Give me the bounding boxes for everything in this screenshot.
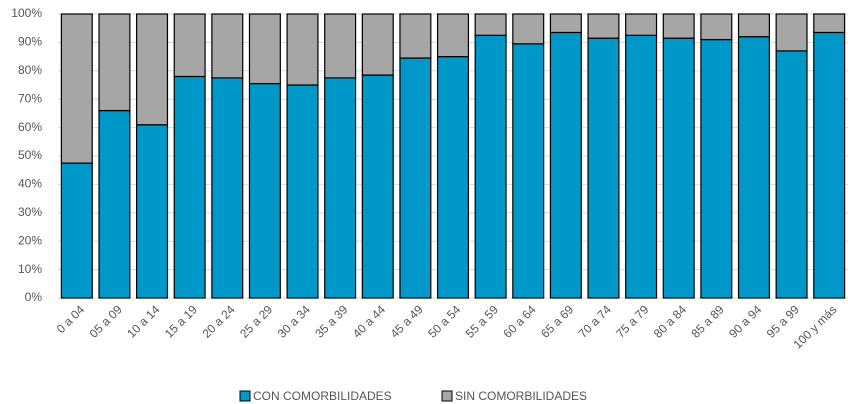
bar-segment [662, 13, 695, 39]
bar-segment [98, 13, 131, 112]
bar-segment [436, 13, 470, 58]
bar-segment [625, 13, 658, 36]
y-tick-label: 20% [18, 233, 42, 247]
bar-segment [399, 57, 432, 299]
bar-segment [813, 31, 846, 299]
bar-segment [324, 77, 357, 299]
x-tick-label: 90 a 94 [726, 302, 764, 340]
legend-label: SIN COMORBILIDADES [455, 389, 587, 403]
bar-segment [361, 13, 394, 76]
legend-label: CON COMORBILIDADES [253, 389, 392, 403]
bar-segment [587, 13, 620, 39]
bar-segment [98, 109, 131, 299]
x-tick-label: 10 a 14 [124, 302, 162, 340]
bar-segment [625, 34, 658, 299]
bar-segment [248, 82, 281, 299]
x-tick-label: 75 a 79 [613, 302, 651, 340]
x-tick-label: 0 a 04 [54, 302, 88, 336]
bar-segment [813, 13, 846, 34]
x-tick-label: 15 a 19 [162, 302, 200, 340]
x-tick-label: 50 a 54 [425, 302, 463, 340]
y-tick-label: 30% [18, 205, 42, 219]
x-tick-label: 25 a 29 [237, 302, 275, 340]
y-tick-label: 0% [25, 290, 43, 304]
y-tick-label: 100% [11, 6, 42, 20]
bar-segment [173, 13, 206, 78]
x-tick-label: 30 a 34 [275, 302, 313, 340]
x-tick-label: 60 a 64 [500, 302, 538, 340]
x-tick-label: 20 a 24 [199, 302, 237, 340]
bar-segment [211, 77, 244, 299]
bar-segment [286, 13, 319, 86]
bar-segment [775, 13, 808, 52]
bar-segment [60, 13, 93, 164]
legend-swatch [239, 390, 251, 402]
bar-segment [60, 162, 93, 299]
bar-segment [737, 13, 770, 38]
bar-segment [173, 75, 206, 299]
x-tick-label: 70 a 74 [576, 302, 614, 340]
bar-segment [136, 124, 169, 299]
bar-segment [286, 84, 319, 299]
bar-segment [549, 31, 582, 299]
y-tick-label: 50% [18, 148, 42, 162]
x-tick-label: 80 a 84 [651, 302, 689, 340]
y-tick-label: 60% [18, 120, 42, 134]
bar-segment [700, 38, 733, 299]
bar-segment [399, 13, 432, 59]
y-tick-label: 40% [18, 177, 42, 191]
bar-segment [324, 13, 357, 79]
bar-segment [512, 43, 545, 299]
y-tick-label: 70% [18, 91, 42, 105]
y-tick-label: 10% [18, 262, 42, 276]
x-tick-label: 85 a 89 [688, 302, 726, 340]
bar-segment [587, 37, 620, 299]
bar-segment [775, 50, 808, 299]
x-tick-label: 55 a 59 [463, 302, 501, 340]
x-tick-label: 65 a 69 [538, 302, 576, 340]
x-tick-label: 40 a 44 [350, 302, 388, 340]
bar-segment [361, 74, 394, 299]
x-tick-label: 45 a 49 [388, 302, 426, 340]
y-tick-label: 80% [18, 63, 42, 77]
x-tick-label: 05 a 09 [87, 302, 125, 340]
bar-segment [700, 13, 733, 41]
bar-segment [474, 34, 507, 299]
legend-swatch [441, 390, 453, 402]
y-tick-label: 90% [18, 35, 42, 49]
bar-segment [512, 13, 545, 45]
bar-segment [136, 13, 169, 126]
bar-segment [737, 36, 770, 299]
bar-segment [474, 13, 507, 36]
x-tick-label: 35 a 39 [312, 302, 350, 340]
bar-segment [662, 37, 695, 299]
bar-segment [549, 13, 582, 34]
bar-segment [211, 13, 244, 79]
bar-segment [248, 13, 281, 85]
bar-segment [436, 55, 470, 299]
